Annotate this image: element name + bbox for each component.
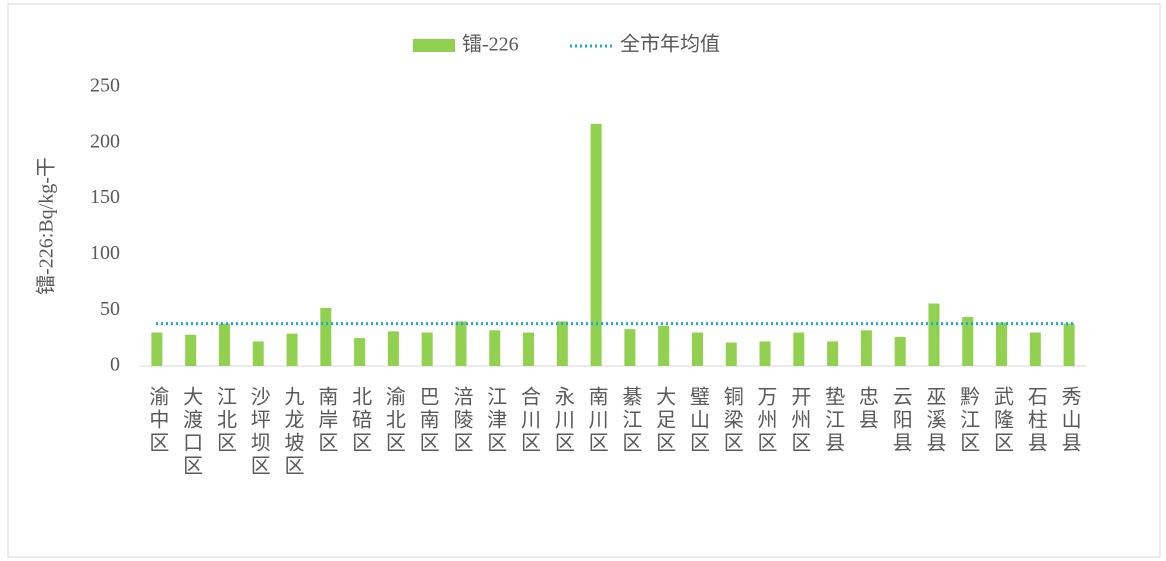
x-tick-label: 南岸区	[315, 386, 338, 455]
x-tick-label: 开州区	[788, 386, 811, 455]
x-tick-label: 大渡口区	[180, 386, 203, 478]
bar	[725, 342, 737, 366]
x-tick-label: 合川区	[518, 386, 541, 455]
bar	[827, 341, 839, 366]
bar	[387, 331, 399, 366]
legend-swatch	[413, 39, 455, 52]
x-tick-label: 巫溪县	[923, 386, 946, 455]
legend-label: 全市年均值	[620, 33, 720, 56]
y-tick-label: 150	[90, 186, 120, 208]
bar	[962, 316, 974, 366]
x-tick-label: 铜梁区	[720, 386, 743, 455]
bar	[556, 321, 568, 366]
x-tick-label: 璧山区	[686, 386, 709, 455]
legend: 镭-226 全市年均值	[413, 33, 720, 56]
bar	[286, 333, 298, 366]
bar	[455, 321, 467, 366]
x-tick-label: 垫江县	[822, 386, 845, 455]
bar	[1029, 332, 1041, 366]
bar	[658, 325, 670, 366]
y-tick-label: 50	[100, 298, 120, 320]
y-axis-title: 镭-226:Bq/kg-干	[35, 157, 58, 295]
bar	[928, 303, 940, 366]
bar	[1063, 323, 1075, 366]
y-tick-label: 0	[110, 354, 120, 376]
bar	[860, 330, 872, 366]
bar	[151, 332, 163, 366]
bar	[185, 334, 197, 366]
legend-label: 镭-226	[462, 33, 519, 56]
chart-frame	[7, 3, 1161, 558]
x-tick-label: 渝北区	[382, 386, 405, 455]
bar	[523, 332, 535, 366]
x-tick-label: 大足区	[653, 386, 676, 455]
x-tick-label: 永川区	[551, 386, 574, 455]
x-tick-label: 秀山县	[1058, 386, 1081, 455]
x-tick-label: 武隆区	[991, 386, 1014, 455]
bar	[218, 323, 230, 366]
bar	[894, 336, 906, 366]
x-tick-label: 黔江区	[957, 386, 980, 455]
x-tick-label: 沙坪坝区	[247, 386, 270, 478]
x-tick-label: 忠县	[855, 386, 878, 432]
x-tick-label: 渝中区	[146, 386, 169, 455]
bar	[489, 330, 501, 366]
bar	[354, 338, 366, 366]
bar	[691, 332, 703, 366]
x-tick-label: 江北区	[213, 386, 236, 455]
x-tick-label: 巴南区	[416, 386, 438, 455]
x-tick-label: 江津区	[484, 386, 507, 455]
y-tick-label: 100	[90, 242, 120, 264]
y-tick-label: 250	[90, 75, 120, 97]
x-tick-label: 南川区	[585, 386, 608, 455]
bar	[421, 332, 433, 366]
bar	[624, 329, 636, 366]
bar	[793, 332, 805, 366]
bar	[996, 322, 1008, 366]
x-tick-label: 石柱县	[1024, 386, 1047, 455]
bar	[759, 341, 771, 366]
x-tick-label: 九龙坡区	[281, 386, 304, 478]
bar	[320, 307, 332, 366]
bar	[252, 341, 264, 366]
x-tick-label: 云阳县	[889, 386, 911, 455]
x-tick-label: 綦江区	[619, 386, 642, 455]
x-tick-label: 万州区	[754, 386, 777, 455]
x-tick-label: 北碚区	[349, 386, 372, 455]
bar	[590, 123, 602, 366]
y-tick-label: 200	[90, 130, 120, 152]
x-tick-label: 涪陵区	[450, 386, 473, 455]
